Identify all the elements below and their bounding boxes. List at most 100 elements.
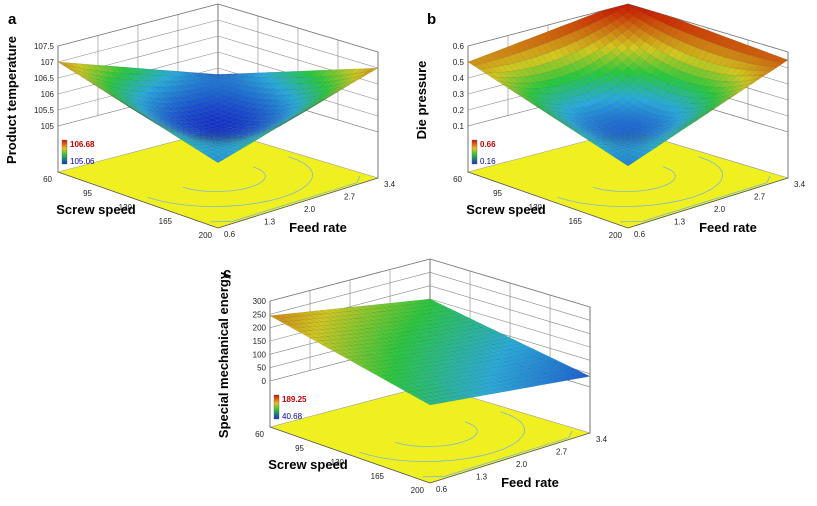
legend-max-label: 106.68 <box>70 140 95 149</box>
screw-speed-axis-title: Screw speed <box>466 202 546 217</box>
feed-rate-tick: 2.7 <box>754 193 766 202</box>
feed-rate-axis-title: Feed rate <box>501 475 559 490</box>
feed-rate-tick: 1.3 <box>476 473 488 482</box>
screw-speed-tick: 165 <box>569 217 583 226</box>
grid-line-z <box>269 272 591 321</box>
z-tick-label: 106.5 <box>34 74 55 83</box>
screw-speed-tick: 130 <box>119 203 133 212</box>
z-tick-label: 250 <box>253 310 267 319</box>
legend-color-bar <box>273 394 280 420</box>
surface-cell <box>622 159 634 167</box>
z-tick-label: 150 <box>253 337 267 346</box>
z-tick-label: 0.5 <box>453 58 465 67</box>
feed-rate-tick: 0.6 <box>436 485 448 494</box>
feed-rate-axis-title: Feed rate <box>699 220 757 235</box>
feed-rate-tick: 3.4 <box>384 180 396 189</box>
screw-speed-tick: 95 <box>295 444 304 453</box>
contour-line <box>182 166 266 193</box>
color-legend: 189.25 40.68 <box>273 394 307 421</box>
z-tick-label: 100 <box>253 350 267 359</box>
feed-rate-tick: 3.4 <box>794 180 806 189</box>
response-axis-title: Special mechanical energy <box>216 271 231 438</box>
contour-line <box>620 175 771 223</box>
legend-max-label: 189.25 <box>282 395 307 404</box>
z-tick-label: 50 <box>257 364 266 373</box>
feed-rate-tick: 2.0 <box>714 205 726 214</box>
z-tick-label: 0.2 <box>453 106 465 115</box>
box-front-edge <box>269 381 591 484</box>
feed-rate-tick: 2.0 <box>304 205 316 214</box>
legend-min-label: 0.16 <box>480 157 496 166</box>
screw-speed-tick: 165 <box>371 472 385 481</box>
feed-rate-tick: 3.4 <box>596 435 608 444</box>
screw-speed-tick: 60 <box>453 175 462 184</box>
screw-speed-tick: 130 <box>331 458 345 467</box>
grid-line-z <box>57 3 379 53</box>
color-legend: 0.66 0.16 <box>471 139 496 166</box>
legend-max-label: 0.66 <box>480 140 496 149</box>
box-front-edge <box>57 126 379 229</box>
screw-speed-tick: 165 <box>159 217 173 226</box>
legend-min-label: 40.68 <box>282 412 303 421</box>
surface-cell <box>424 400 436 406</box>
z-tick-label: 106 <box>41 90 55 99</box>
z-tick-label: 0.4 <box>453 74 465 83</box>
z-tick-label: 107 <box>41 58 55 67</box>
grid-line-z <box>57 19 379 69</box>
legend-color-bar <box>471 139 478 165</box>
feed-rate-tick: 2.7 <box>344 193 356 202</box>
screw-speed-tick: 200 <box>411 486 425 495</box>
screw-speed-tick: 60 <box>43 175 52 184</box>
screw-speed-tick: 60 <box>255 430 264 439</box>
z-tick-label: 0.1 <box>453 122 465 131</box>
box-front-edge <box>467 126 789 229</box>
panel-letter: c <box>223 265 231 282</box>
contour-line <box>422 430 573 478</box>
surface-cell <box>212 156 224 163</box>
screw-speed-tick: 95 <box>493 189 502 198</box>
response-axis-title: Die pressure <box>414 61 429 140</box>
screw-speed-tick: 130 <box>529 203 543 212</box>
grid-line-z <box>57 35 379 85</box>
panel-letter: a <box>8 11 17 28</box>
feed-rate-axis-title: Feed rate <box>289 220 347 235</box>
feed-rate-tick: 1.3 <box>674 218 686 227</box>
chart-panel-a: 105 105.5 106 106.5 107 107.5 60 95 130 165 200 0.6… <box>4 3 396 240</box>
contour-line <box>557 156 724 208</box>
screw-speed-axis-title: Screw speed <box>268 457 348 472</box>
chart-panel-c: 0 50 100 150 200 250 300 60 95 130 165 200 0.6 1.3 2.0… <box>216 258 608 495</box>
z-tick-label: 107.5 <box>34 42 55 51</box>
grid-line-z <box>269 258 591 308</box>
panel-letter: b <box>427 11 436 28</box>
feed-rate-tick: 0.6 <box>634 230 646 239</box>
grid-line-z <box>57 67 379 117</box>
z-tick-label: 0 <box>262 377 267 386</box>
feed-rate-tick: 2.0 <box>516 460 528 469</box>
z-tick-label: 300 <box>253 297 267 306</box>
screw-speed-axis-title: Screw speed <box>56 202 136 217</box>
response-surface <box>269 298 591 406</box>
contour-line <box>210 175 361 223</box>
z-tick-label: 0.3 <box>453 90 465 99</box>
contour-line <box>394 421 478 448</box>
response-surface <box>57 61 379 163</box>
contour-line <box>359 411 526 463</box>
contour-line <box>592 166 676 193</box>
z-tick-label: 105.5 <box>34 106 55 115</box>
legend-min-label: 105.06 <box>70 157 95 166</box>
contour-line <box>147 156 314 208</box>
screw-speed-tick: 95 <box>83 189 92 198</box>
feed-rate-tick: 1.3 <box>264 218 276 227</box>
chart-panel-b: 0.1 0.2 0.3 0.4 0.5 0.6 60 95 130 165 200 0.6 1.3 2.0… <box>414 3 806 240</box>
color-legend: 106.68 105.06 <box>61 139 95 166</box>
response-axis-title: Product temperature <box>4 36 19 164</box>
response-surface <box>467 3 789 167</box>
screw-speed-tick: 200 <box>609 231 623 240</box>
back-walls: 105 105.5 106 106.5 107 107.5 <box>34 3 379 133</box>
feed-rate-tick: 2.7 <box>556 448 568 457</box>
feed-rate-tick: 0.6 <box>224 230 236 239</box>
z-tick-label: 0.6 <box>453 42 465 51</box>
z-tick-label: 200 <box>253 324 267 333</box>
z-tick-label: 105 <box>41 122 55 131</box>
